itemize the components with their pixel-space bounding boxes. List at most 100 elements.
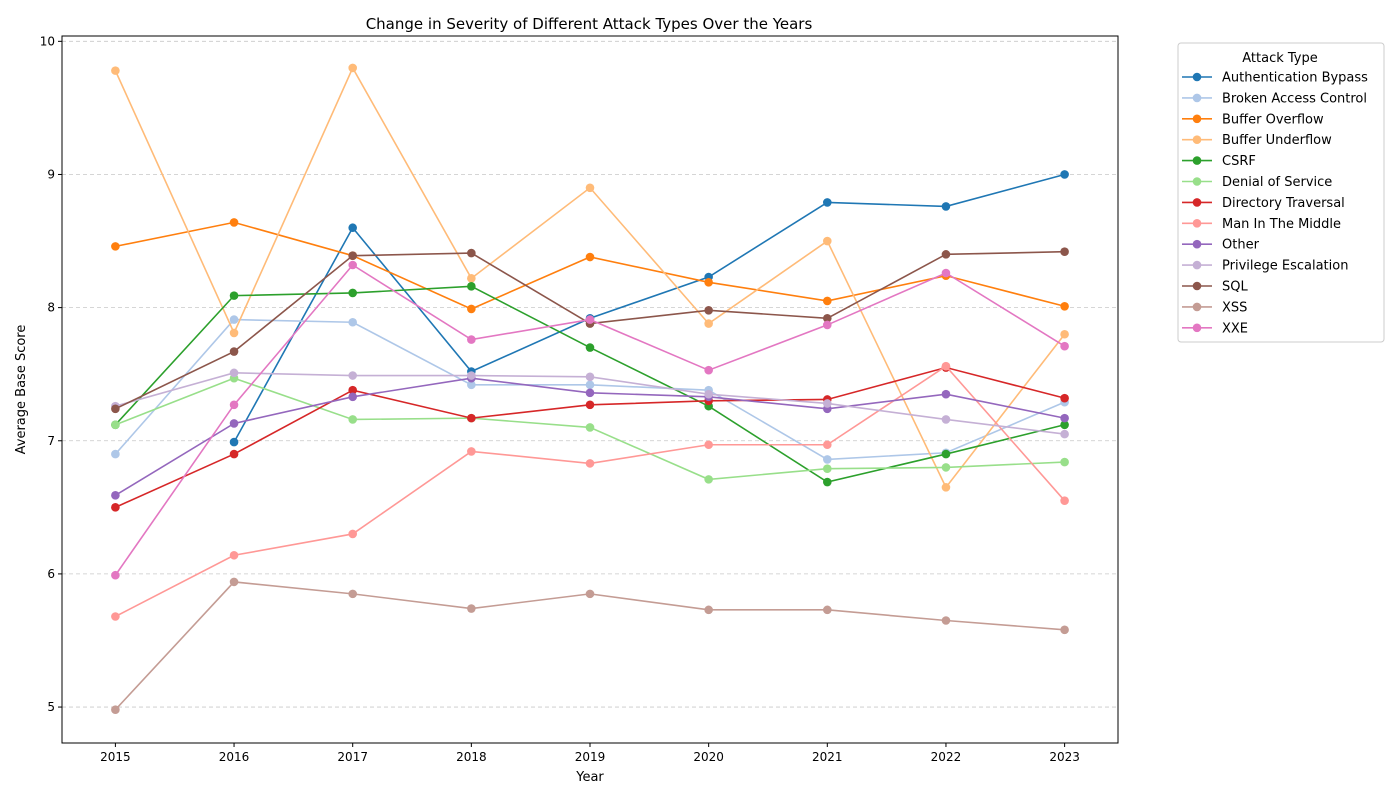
data-point: [1060, 420, 1069, 430]
data-point: [467, 248, 476, 258]
legend-item: Man In The Middle: [1182, 217, 1341, 232]
legend-label: Directory Traversal: [1222, 196, 1345, 211]
x-axis: 2015 2016 2017 2018 2019 2020 2021 2022 2023: [100, 743, 1080, 764]
data-point: [229, 449, 239, 459]
data-point: [1060, 170, 1069, 179]
legend-item: Buffer Overflow: [1182, 112, 1324, 127]
series-xss: [111, 577, 1069, 715]
gridlines: [62, 40, 1118, 708]
data-point: [941, 463, 951, 472]
data-point: [1060, 413, 1069, 423]
legend-marker: [1192, 281, 1202, 291]
data-point: [823, 198, 832, 207]
y-tick-label: 7: [47, 434, 55, 448]
data-point: [467, 380, 476, 390]
data-point: [229, 328, 239, 338]
y-tick-label: 8: [47, 301, 55, 315]
data-point: [823, 464, 832, 474]
data-point: [823, 313, 832, 323]
data-point: [585, 343, 595, 352]
data-point: [585, 183, 595, 193]
series-line: [114, 581, 1065, 711]
series-authentication-bypass: [229, 170, 1069, 447]
x-tick-label: 2021: [812, 750, 843, 764]
data-point: [348, 415, 357, 424]
data-point: [941, 415, 951, 424]
x-tick-label: 2017: [337, 750, 368, 764]
data-point: [704, 475, 713, 484]
data-point: [467, 413, 476, 423]
data-point: [704, 440, 713, 450]
series-buffer-underflow: [111, 63, 1069, 492]
legend-marker: [1192, 156, 1202, 165]
legend-item: CSRF: [1182, 154, 1256, 169]
legend-marker: [1192, 260, 1202, 270]
data-point: [1060, 247, 1069, 256]
y-axis-label: Average Base Score: [14, 325, 29, 455]
data-point: [1060, 496, 1069, 505]
y-tick-label: 10: [40, 34, 55, 48]
legend-label: SQL: [1222, 280, 1248, 295]
x-tick-label: 2016: [219, 750, 250, 764]
legend-label: Buffer Overflow: [1222, 112, 1324, 127]
legend-item: SQL: [1182, 280, 1248, 295]
data-point: [111, 449, 120, 459]
data-point: [1060, 457, 1069, 467]
y-tick-label: 5: [47, 700, 55, 714]
legend-marker: [1192, 93, 1202, 103]
data-point: [941, 361, 951, 371]
x-tick-label: 2022: [931, 750, 962, 764]
legend-marker: [1192, 219, 1202, 228]
data-point: [823, 320, 832, 330]
legend-item: Other: [1182, 238, 1260, 253]
legend-marker: [1192, 135, 1202, 144]
data-point: [348, 392, 357, 402]
data-point: [941, 449, 951, 459]
legend-label: CSRF: [1222, 154, 1256, 169]
legend-marker: [1192, 114, 1202, 124]
x-axis-label: Year: [575, 770, 604, 785]
x-tick-label: 2015: [100, 750, 131, 764]
data-point: [348, 317, 357, 327]
data-point: [1060, 429, 1069, 439]
data-point: [704, 605, 713, 615]
legend-label: XSS: [1222, 300, 1247, 315]
data-point: [111, 242, 120, 251]
data-point: [111, 612, 120, 621]
legend-box: [1177, 42, 1385, 343]
series-line: [114, 263, 1066, 576]
legend-item: Directory Traversal: [1182, 196, 1345, 211]
chart-title: Change in Severity of Different Attack T…: [366, 15, 813, 33]
data-point: [348, 223, 357, 233]
series-other: [111, 373, 1069, 500]
legend-label: Other: [1222, 238, 1260, 253]
data-point: [467, 335, 476, 344]
legend-item: Broken Access Control: [1182, 91, 1367, 106]
data-point: [229, 577, 239, 587]
data-point: [348, 371, 357, 380]
data-point: [704, 305, 713, 315]
data-point: [585, 315, 595, 324]
series-line: [233, 173, 1065, 443]
x-tick-label: 2018: [456, 750, 487, 764]
legend-label: Denial of Service: [1222, 175, 1332, 190]
data-point: [704, 319, 713, 328]
data-point: [941, 250, 951, 259]
data-point: [348, 260, 357, 270]
data-point: [585, 388, 595, 398]
data-point: [467, 447, 476, 456]
data-point: [823, 605, 832, 615]
data-point: [229, 218, 239, 227]
data-point: [823, 455, 832, 464]
data-point: [467, 282, 476, 291]
data-point: [823, 399, 832, 408]
y-tick-label: 9: [47, 167, 55, 181]
legend-item: XXE: [1182, 321, 1248, 336]
data-point: [585, 252, 595, 262]
data-point: [1060, 329, 1069, 339]
data-point: [348, 529, 357, 539]
data-point: [229, 437, 239, 447]
legend-label: Privilege Escalation: [1222, 259, 1348, 274]
legend: Attack Type Authentication Bypass Broken …: [1177, 42, 1385, 343]
data-point: [111, 404, 120, 414]
